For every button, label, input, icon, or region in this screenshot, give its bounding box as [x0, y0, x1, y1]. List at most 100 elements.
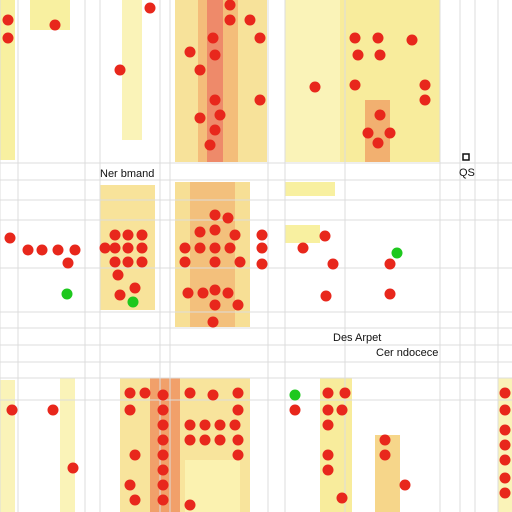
red-marker: [222, 212, 234, 224]
red-marker: [124, 479, 136, 491]
red-marker: [222, 287, 234, 299]
red-marker: [112, 269, 124, 281]
red-marker: [52, 244, 64, 256]
red-marker: [47, 404, 59, 416]
red-marker: [499, 472, 511, 484]
block: [285, 182, 335, 196]
red-marker: [194, 112, 206, 124]
red-marker: [352, 49, 364, 61]
red-marker: [179, 256, 191, 268]
red-marker: [199, 434, 211, 446]
block: [207, 0, 223, 162]
red-marker: [499, 454, 511, 466]
red-marker: [157, 479, 169, 491]
red-marker: [232, 387, 244, 399]
red-marker: [197, 287, 209, 299]
red-marker: [99, 242, 111, 254]
red-marker: [319, 230, 331, 242]
red-marker: [384, 127, 396, 139]
red-marker: [336, 404, 348, 416]
red-marker: [124, 404, 136, 416]
red-marker: [209, 242, 221, 254]
red-marker: [2, 14, 14, 26]
red-marker: [372, 32, 384, 44]
red-marker: [124, 387, 136, 399]
red-marker: [399, 479, 411, 491]
place-label: Cer ndocece: [376, 347, 438, 359]
red-marker: [322, 387, 334, 399]
red-marker: [499, 439, 511, 451]
red-marker: [179, 242, 191, 254]
red-marker: [232, 404, 244, 416]
red-marker: [122, 256, 134, 268]
red-marker: [204, 139, 216, 151]
block: [60, 378, 75, 512]
red-marker: [374, 109, 386, 121]
red-marker: [336, 492, 348, 504]
red-marker: [320, 290, 332, 302]
red-marker: [214, 419, 226, 431]
block: [285, 0, 345, 162]
red-marker: [209, 49, 221, 61]
red-marker: [232, 299, 244, 311]
red-marker: [157, 419, 169, 431]
red-marker: [322, 449, 334, 461]
red-marker: [244, 14, 256, 26]
red-marker: [6, 404, 18, 416]
red-marker: [184, 499, 196, 511]
red-marker: [256, 229, 268, 241]
red-marker: [184, 419, 196, 431]
block: [320, 378, 352, 512]
place-label: Des Arpet: [333, 332, 381, 344]
red-marker: [69, 244, 81, 256]
red-marker: [4, 232, 16, 244]
red-marker: [207, 389, 219, 401]
red-marker: [214, 434, 226, 446]
red-marker: [157, 464, 169, 476]
red-marker: [499, 387, 511, 399]
green-marker: [289, 389, 301, 401]
red-marker: [184, 387, 196, 399]
red-marker: [157, 404, 169, 416]
red-marker: [36, 244, 48, 256]
red-marker: [184, 46, 196, 58]
red-marker: [136, 256, 148, 268]
red-marker: [406, 34, 418, 46]
red-marker: [122, 229, 134, 241]
red-marker: [209, 224, 221, 236]
red-marker: [62, 257, 74, 269]
red-marker: [322, 404, 334, 416]
corner-label: QS: [459, 167, 475, 179]
red-marker: [22, 244, 34, 256]
green-marker: [127, 296, 139, 308]
red-marker: [209, 284, 221, 296]
block: [122, 0, 142, 140]
red-marker: [254, 32, 266, 44]
red-marker: [379, 434, 391, 446]
red-marker: [362, 127, 374, 139]
block: [285, 225, 320, 243]
red-marker: [232, 449, 244, 461]
red-marker: [232, 434, 244, 446]
red-marker: [224, 242, 236, 254]
red-marker: [67, 462, 79, 474]
red-marker: [349, 79, 361, 91]
red-marker: [199, 419, 211, 431]
red-marker: [349, 32, 361, 44]
red-marker: [194, 242, 206, 254]
red-marker: [194, 226, 206, 238]
red-marker: [114, 289, 126, 301]
green-marker: [61, 288, 73, 300]
green-marker: [391, 247, 403, 259]
red-marker: [157, 449, 169, 461]
block: [375, 435, 400, 512]
red-marker: [419, 79, 431, 91]
red-marker: [207, 32, 219, 44]
red-marker: [309, 81, 321, 93]
red-marker: [139, 387, 151, 399]
red-marker: [182, 287, 194, 299]
red-marker: [224, 0, 236, 11]
red-marker: [229, 229, 241, 241]
